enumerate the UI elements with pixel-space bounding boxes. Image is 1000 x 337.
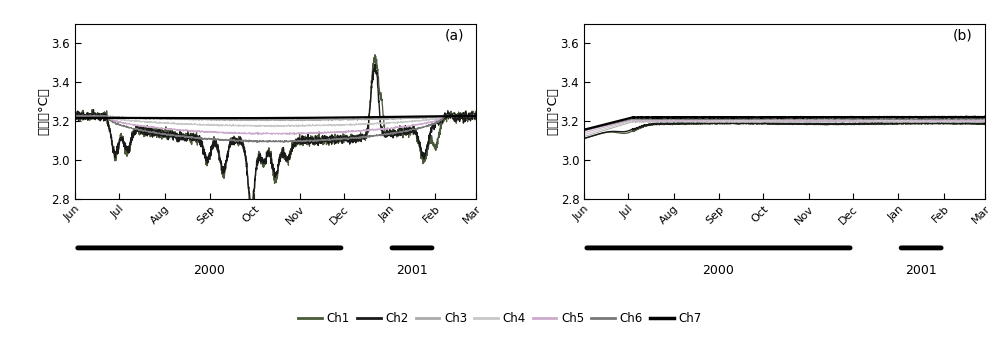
Text: (b): (b) — [953, 29, 973, 43]
Text: 2000: 2000 — [703, 264, 734, 277]
Y-axis label: 温度（°C）: 温度（°C） — [37, 87, 50, 135]
Text: (a): (a) — [444, 29, 464, 43]
Text: 2000: 2000 — [193, 264, 225, 277]
Legend: Ch1, Ch2, Ch3, Ch4, Ch5, Ch6, Ch7: Ch1, Ch2, Ch3, Ch4, Ch5, Ch6, Ch7 — [294, 307, 706, 329]
Y-axis label: 温度（°C）: 温度（°C） — [546, 87, 559, 135]
Text: 2001: 2001 — [905, 264, 937, 277]
Text: 2001: 2001 — [396, 264, 428, 277]
